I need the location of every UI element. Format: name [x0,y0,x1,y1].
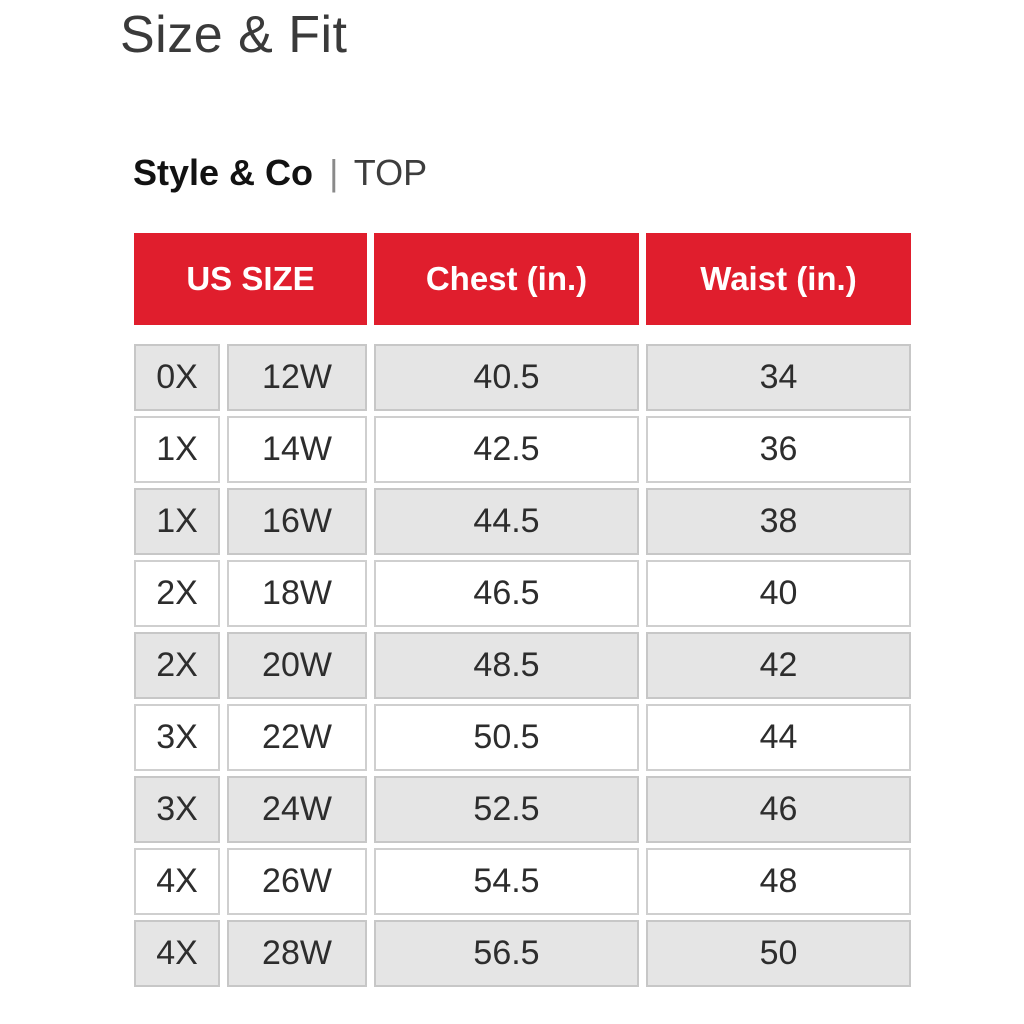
us-size-x-cell: 2X [134,632,220,700]
product-category: TOP [353,151,428,193]
column-header-us-size: US SIZE [134,233,367,326]
waist-cell: 34 [646,344,911,412]
chest-cell: 50.5 [374,704,639,772]
column-header-waist: Waist (in.) [646,233,911,326]
us-size-w-cell: 28W [227,920,367,988]
size-chart-body: 0X 12W 40.5 34 1X 14W 42.5 36 1X 16W 44.… [134,344,913,988]
waist-cell: 46 [646,776,911,844]
us-size-x-cell: 4X [134,920,220,988]
us-size-w-cell: 14W [227,416,367,484]
table-row: 1X 16W 44.5 38 [134,488,913,556]
size-chart-table: US SIZE Chest (in.) Waist (in.) 0X 12W 4… [134,233,913,988]
chest-cell: 48.5 [374,632,639,700]
us-size-w-cell: 26W [227,848,367,916]
chest-cell: 56.5 [374,920,639,988]
us-size-x-cell: 3X [134,776,220,844]
chest-cell: 52.5 [374,776,639,844]
chest-cell: 44.5 [374,488,639,556]
waist-cell: 40 [646,560,911,628]
us-size-x-cell: 3X [134,704,220,772]
us-size-x-cell: 1X [134,488,220,556]
us-size-w-cell: 20W [227,632,367,700]
table-row: 1X 14W 42.5 36 [134,416,913,484]
table-row: 3X 24W 52.5 46 [134,776,913,844]
table-row: 3X 22W 50.5 44 [134,704,913,772]
chest-cell: 46.5 [374,560,639,628]
waist-cell: 44 [646,704,911,772]
table-row: 0X 12W 40.5 34 [134,344,913,412]
table-row: 4X 28W 56.5 50 [134,920,913,988]
us-size-x-cell: 2X [134,560,220,628]
chest-cell: 40.5 [374,344,639,412]
us-size-x-cell: 1X [134,416,220,484]
table-row: 2X 18W 46.5 40 [134,560,913,628]
waist-cell: 42 [646,632,911,700]
table-row: 4X 26W 54.5 48 [134,848,913,916]
size-chart-header-row: US SIZE Chest (in.) Waist (in.) [134,233,913,326]
chest-cell: 42.5 [374,416,639,484]
chest-cell: 54.5 [374,848,639,916]
us-size-w-cell: 12W [227,344,367,412]
us-size-w-cell: 18W [227,560,367,628]
waist-cell: 36 [646,416,911,484]
us-size-w-cell: 22W [227,704,367,772]
us-size-w-cell: 24W [227,776,367,844]
us-size-w-cell: 16W [227,488,367,556]
product-subtitle: Style & Co | TOP [133,152,1024,193]
column-header-chest: Chest (in.) [374,233,639,326]
waist-cell: 50 [646,920,911,988]
table-row: 2X 20W 48.5 42 [134,632,913,700]
us-size-x-cell: 0X [134,344,220,412]
page-title: Size & Fit [120,6,348,64]
us-size-x-cell: 4X [134,848,220,916]
brand-name: Style & Co [133,151,314,193]
waist-cell: 38 [646,488,911,556]
waist-cell: 48 [646,848,911,916]
subtitle-separator: | [329,151,339,193]
